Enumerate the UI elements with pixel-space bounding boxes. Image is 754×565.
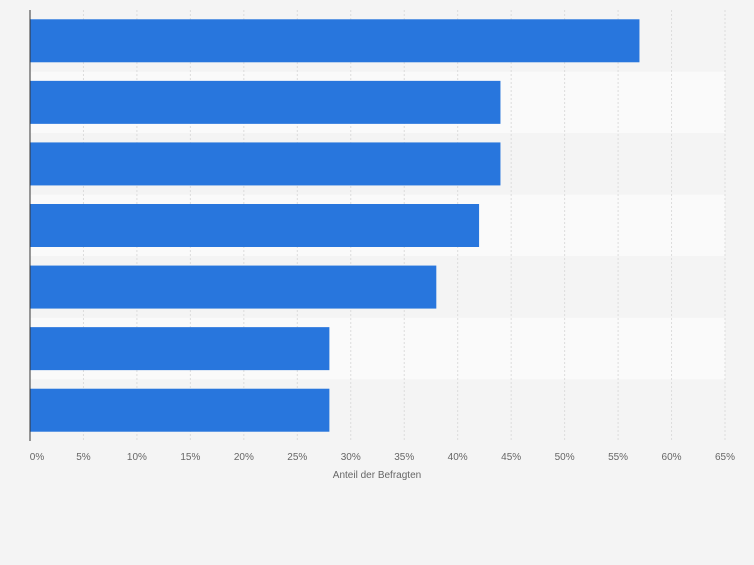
x-axis-tick-labels: 0% 5% 10% 15% 20% 25% 30% 35% 40% 45% 50% 55% 60% 65% <box>30 452 735 463</box>
bar-0[interactable] <box>30 19 640 63</box>
bar-3[interactable] <box>30 204 480 247</box>
x-tick-label-6: 30% <box>341 452 361 463</box>
x-tick-label-13: 65% <box>715 452 735 463</box>
x-tick-label-9: 45% <box>501 452 521 463</box>
x-tick-label-12: 60% <box>662 452 682 463</box>
bar-6[interactable] <box>30 388 330 432</box>
bars-group <box>30 19 640 432</box>
x-tick-label-2: 10% <box>127 452 147 463</box>
x-tick-label-5: 25% <box>287 452 307 463</box>
bar-5[interactable] <box>30 327 330 371</box>
x-tick-label-0: 0% <box>30 452 45 463</box>
x-tick-label-3: 15% <box>180 452 200 463</box>
x-tick-label-4: 20% <box>234 452 254 463</box>
x-tick-label-1: 5% <box>76 452 91 463</box>
bar-2[interactable] <box>30 142 501 186</box>
x-tick-label-11: 55% <box>608 452 628 463</box>
bar-4[interactable] <box>30 265 437 309</box>
x-tick-label-7: 35% <box>394 452 414 463</box>
x-tick-label-8: 40% <box>448 452 468 463</box>
bar-1[interactable] <box>30 80 501 124</box>
x-tick-label-10: 50% <box>555 452 575 463</box>
x-axis-label: Anteil der Befragten <box>333 470 421 481</box>
